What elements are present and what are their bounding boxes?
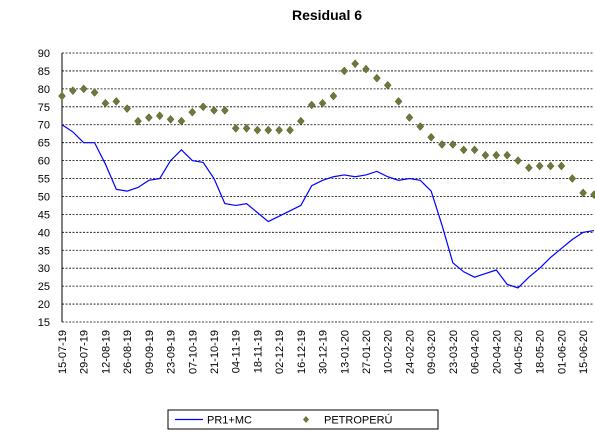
marker [188, 107, 197, 117]
marker [307, 100, 316, 110]
x-tick-label: 16-12-19 [296, 330, 308, 374]
marker [568, 174, 577, 183]
marker [253, 125, 262, 135]
marker [492, 150, 501, 160]
y-tick-label: 70 [38, 120, 50, 132]
marker [362, 64, 370, 74]
marker [155, 111, 164, 121]
marker [503, 150, 511, 160]
y-tick-label: 25 [38, 281, 50, 293]
x-tick-label: 10-02-20 [383, 330, 395, 374]
marker [199, 102, 207, 112]
marker [394, 97, 403, 106]
legend-label: PR1+MC [207, 415, 252, 427]
marker [79, 84, 88, 94]
marker [90, 88, 99, 97]
marker [58, 91, 66, 101]
marker [416, 122, 425, 131]
x-tick-label: 04-05-20 [513, 330, 525, 374]
x-tick-label: 27-01-20 [361, 330, 373, 374]
x-tick-label: 09-09-19 [144, 330, 156, 374]
x-tick-label: 24-02-20 [404, 330, 416, 374]
x-tick-label: 02-12-19 [274, 330, 286, 374]
marker [340, 66, 349, 76]
x-tick-label: 15-07-19 [57, 330, 69, 374]
x-tick-label: 23-09-19 [166, 330, 178, 374]
marker [405, 113, 414, 122]
y-tick-label: 45 [38, 209, 50, 221]
y-tick-label: 30 [38, 263, 50, 275]
x-tick-label: 12-08-19 [100, 330, 112, 374]
x-tick-label: 23-03-20 [448, 330, 460, 374]
marker [275, 125, 283, 135]
x-tick-label: 06-04-20 [470, 330, 482, 374]
marker [383, 80, 392, 90]
marker [242, 123, 251, 133]
marker [373, 73, 381, 83]
x-tick-label: 20-04-20 [491, 330, 503, 374]
marker [557, 161, 566, 171]
marker [286, 125, 294, 135]
y-tick-label: 60 [38, 156, 50, 168]
marker [318, 98, 327, 108]
marker [264, 125, 273, 135]
marker [459, 145, 468, 155]
y-tick-label: 15 [38, 317, 50, 329]
marker [590, 190, 595, 200]
x-tick-label: 09-03-20 [426, 330, 438, 374]
marker [123, 104, 131, 113]
marker [546, 161, 555, 171]
marker [69, 86, 77, 96]
x-tick-label: 01-06-20 [556, 330, 568, 374]
x-tick-label: 29-07-19 [79, 330, 91, 374]
marker [438, 140, 446, 149]
y-tick-label: 80 [38, 84, 50, 96]
marker [579, 188, 587, 198]
marker [166, 114, 175, 124]
legend-swatch [303, 416, 309, 423]
y-tick-label: 35 [38, 245, 50, 257]
marker [210, 106, 218, 115]
x-tick-label: 07-10-19 [187, 330, 199, 374]
y-tick-label: 55 [38, 174, 50, 186]
x-tick-label: 18-11-19 [252, 330, 264, 373]
y-tick-label: 20 [38, 299, 50, 311]
marker [449, 140, 457, 149]
series-line [61, 124, 595, 289]
y-tick-label: 40 [38, 227, 50, 239]
x-tick-label: 13-01-20 [339, 330, 351, 374]
y-tick-label: 50 [38, 191, 50, 203]
marker [101, 98, 110, 108]
marker [525, 163, 533, 173]
marker [481, 150, 490, 160]
chart-title: Residual 6 [292, 7, 362, 23]
x-tick-label: 15-06-20 [578, 330, 590, 374]
marker [145, 113, 153, 122]
marker [297, 116, 305, 126]
x-tick-label: 21-10-19 [209, 330, 221, 374]
marker [427, 132, 435, 142]
legend-label: PETROPERÚ [324, 414, 393, 427]
x-tick-label: 30-12-19 [318, 330, 330, 374]
y-tick-label: 90 [38, 48, 50, 60]
x-tick-label: 26-08-19 [122, 330, 134, 374]
marker [221, 106, 229, 115]
marker [535, 161, 544, 171]
marker [177, 116, 186, 126]
y-tick-label: 85 [38, 66, 50, 78]
marker [231, 123, 240, 133]
x-tick-label: 04-11-19 [231, 330, 243, 373]
marker [514, 156, 522, 165]
y-tick-label: 75 [38, 102, 50, 114]
marker [329, 91, 338, 101]
marker [134, 116, 142, 126]
marker [351, 59, 359, 69]
x-tick-label: 18-05-20 [535, 330, 547, 374]
marker [112, 97, 121, 106]
marker [470, 145, 479, 155]
y-tick-label: 65 [38, 138, 50, 150]
